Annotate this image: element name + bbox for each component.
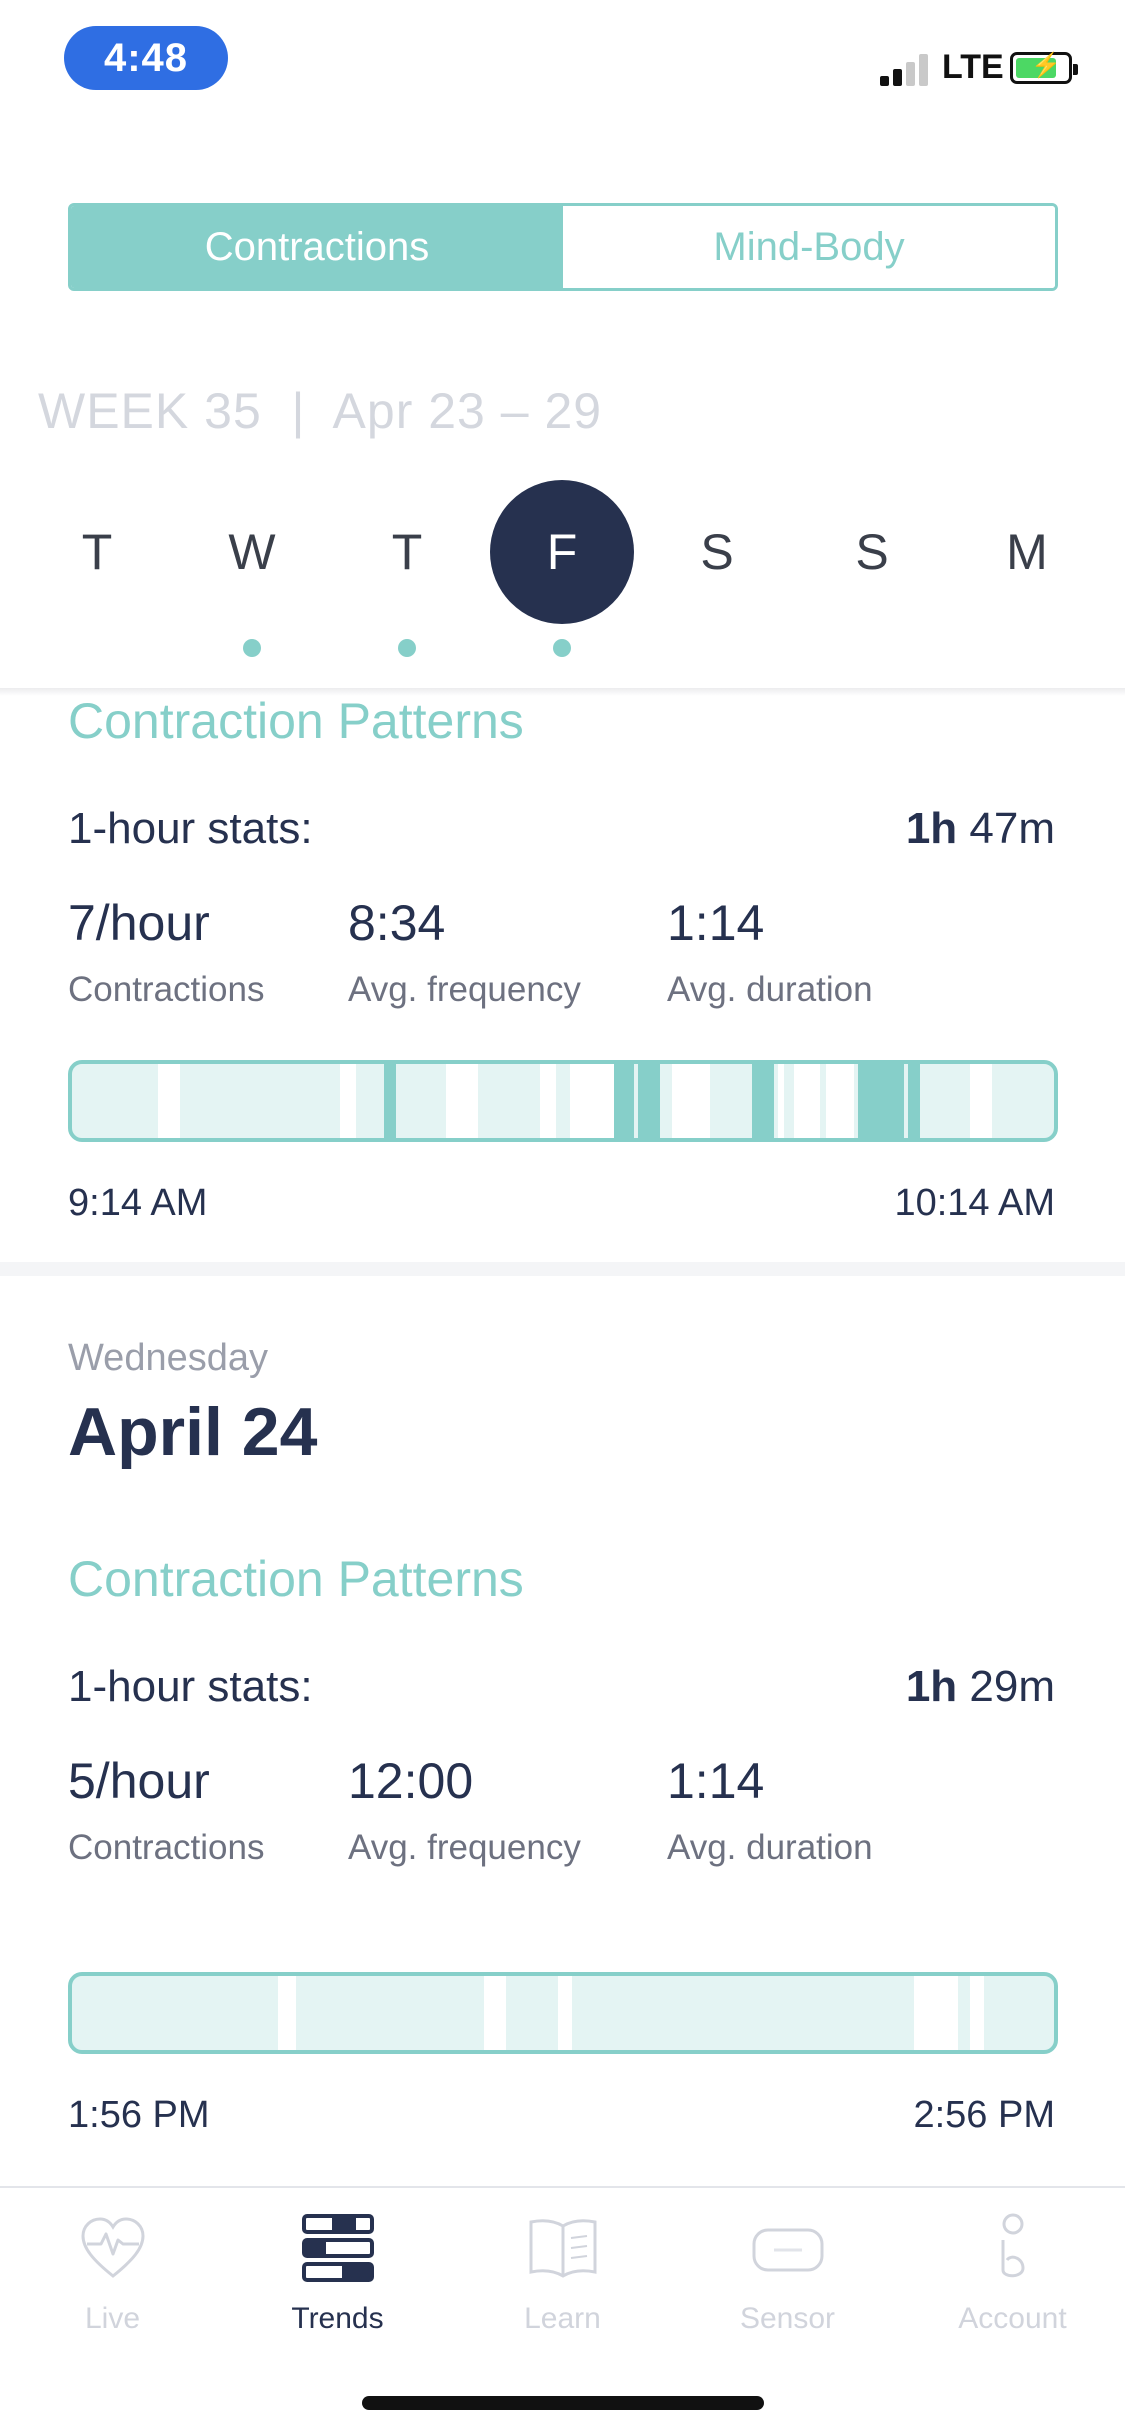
tab-learn[interactable]: Learn <box>450 2208 675 2336</box>
trends-icon <box>301 2214 374 2282</box>
view-segmented-control: Contractions Mind-Body <box>68 203 1058 291</box>
status-time[interactable]: 4:48 <box>64 26 228 90</box>
day-letter: M <box>1006 524 1048 580</box>
tab-label: Account <box>958 2302 1067 2335</box>
date-title: April 24 <box>68 1394 318 1470</box>
timeline-gap <box>970 1064 992 1138</box>
timeline-contraction <box>614 1064 634 1138</box>
contraction-timeline[interactable] <box>68 1972 1058 2054</box>
heart-pulse-icon <box>80 2217 145 2278</box>
week-label: WEEK 35 | Apr 23 – 29 <box>38 383 603 439</box>
timeline-contraction <box>908 1064 920 1138</box>
header-shadow <box>0 688 1125 696</box>
sensor-icon <box>752 2228 823 2272</box>
duration-hours: 1h <box>905 804 958 853</box>
timeline-gap <box>778 1064 784 1138</box>
data-indicator-dot <box>398 639 416 657</box>
timeline-gap <box>914 1976 958 2050</box>
frequency-value: 8:34 <box>348 895 446 951</box>
segment-contractions[interactable]: Contractions <box>71 206 563 288</box>
battery-icon: ⚡ <box>1010 52 1078 84</box>
day-sunday[interactable]: S <box>800 480 944 624</box>
tab-label: Learn <box>524 2302 601 2335</box>
home-indicator[interactable] <box>362 2396 764 2410</box>
contractions-label: Contractions <box>68 970 265 1009</box>
frequency-label: Avg. frequency <box>348 970 581 1009</box>
timeline-gap <box>484 1976 506 2050</box>
tab-label: Sensor <box>739 2302 836 2335</box>
data-indicator-dot <box>553 639 571 657</box>
network-type: LTE <box>942 48 1004 86</box>
timeline-end-time: 2:56 PM <box>913 2094 1055 2136</box>
timeline-contraction <box>638 1064 660 1138</box>
day-letter: F <box>490 480 634 624</box>
day-monday[interactable]: M <box>955 480 1099 624</box>
timeline-gap <box>158 1064 180 1138</box>
timeline-gap <box>970 1976 984 2050</box>
timeline-start-time: 9:14 AM <box>68 1182 208 1224</box>
tab-bar: Live Trends Learn Sensor <box>0 2186 1125 2436</box>
timeline-gap <box>340 1064 356 1138</box>
duration-value: 1:14 <box>667 895 765 951</box>
duration-minutes: 47m <box>969 804 1055 853</box>
duration-label: Avg. duration <box>667 970 873 1009</box>
timeline-gap <box>794 1064 820 1138</box>
tab-label: Live <box>84 2302 141 2335</box>
duration-minutes: 29m <box>969 1662 1055 1711</box>
timeline-contraction <box>858 1064 904 1138</box>
session-duration: 1h 29m <box>906 1662 1055 1712</box>
day-letter: T <box>391 524 423 580</box>
day-thursday[interactable]: T <box>335 480 479 657</box>
day-picker: T W T F S S M <box>0 480 1125 680</box>
timeline-end-time: 10:14 AM <box>894 1182 1055 1224</box>
stats-label: 1-hour stats: <box>68 1662 313 1711</box>
frequency-label: Avg. frequency <box>348 1828 581 1867</box>
tab-sensor[interactable]: Sensor <box>675 2208 900 2336</box>
tab-label: Trends <box>291 2302 384 2335</box>
day-wednesday[interactable]: W <box>180 480 324 657</box>
contractions-value: 5/hour <box>68 1753 210 1809</box>
duration-hours: 1h <box>905 1662 958 1711</box>
account-icon <box>1001 2213 1025 2278</box>
weekday-label: Wednesday <box>68 1337 268 1379</box>
day-letter: T <box>81 524 113 580</box>
day-letter: W <box>228 524 276 580</box>
day-saturday[interactable]: S <box>645 480 789 624</box>
tab-live[interactable]: Live <box>0 2208 225 2336</box>
tab-account[interactable]: Account <box>900 2208 1125 2336</box>
section-title: Contraction Patterns <box>68 693 524 749</box>
frequency-value: 12:00 <box>348 1753 474 1809</box>
timeline-gap <box>540 1064 556 1138</box>
timeline-gap <box>672 1064 710 1138</box>
day-friday[interactable]: F <box>490 480 634 657</box>
segment-mind-body[interactable]: Mind-Body <box>563 206 1055 288</box>
duration-value: 1:14 <box>667 1753 765 1809</box>
timeline-start-time: 1:56 PM <box>68 2094 210 2136</box>
day-letter: S <box>855 524 889 580</box>
timeline-contraction <box>384 1064 396 1138</box>
data-indicator-dot <box>243 639 261 657</box>
contractions-value: 7/hour <box>68 895 210 951</box>
status-bar: 4:48 LTE ⚡ <box>0 0 1125 120</box>
timeline-gap <box>278 1976 296 2050</box>
timeline-gap <box>558 1976 572 2050</box>
session-duration: 1h 47m <box>906 804 1055 854</box>
timeline-gap <box>570 1064 614 1138</box>
duration-label: Avg. duration <box>667 1828 873 1867</box>
contractions-label: Contractions <box>68 1828 265 1867</box>
timeline-gap <box>446 1064 478 1138</box>
timeline-contraction <box>752 1064 774 1138</box>
cellular-signal-icon <box>880 52 934 86</box>
tab-trends[interactable]: Trends <box>225 2208 450 2336</box>
timeline-gap <box>826 1064 854 1138</box>
book-icon <box>529 2219 596 2278</box>
day-tuesday[interactable]: T <box>25 480 169 624</box>
day-letter: S <box>700 524 734 580</box>
section-title: Contraction Patterns <box>68 1551 524 1607</box>
stats-label: 1-hour stats: <box>68 804 313 853</box>
contraction-timeline[interactable] <box>68 1060 1058 1142</box>
section-divider <box>0 1262 1125 1276</box>
